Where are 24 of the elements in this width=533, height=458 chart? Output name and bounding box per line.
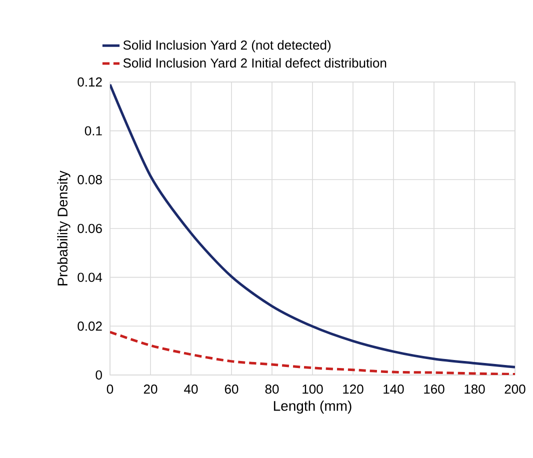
y-tick-label: 0.08 — [78, 175, 102, 184]
y-tick-label: 0.06 — [78, 224, 102, 234]
x-tick-label: 40 — [184, 384, 198, 394]
y-tick-label: 0.12 — [78, 77, 102, 87]
x-tick-label: 60 — [224, 384, 238, 394]
line-series — [110, 83, 515, 368]
y-tick-label: 0.02 — [78, 322, 102, 331]
y-tick-label: 0.1 — [84, 126, 102, 136]
y-tick-label: 0.04 — [78, 272, 102, 282]
x-tick-label: 100 — [302, 384, 323, 394]
legend-label: Solid Inclusion Yard 2 (not detected) — [123, 40, 331, 52]
legend-label: Solid Inclusion Yard 2 Initial defect distribution — [123, 58, 386, 68]
x-tick-label: 180 — [464, 384, 485, 394]
x-tick-label: 0 — [106, 384, 114, 394]
x-tick-label: 160 — [424, 384, 444, 394]
x-tick-label: 140 — [384, 384, 404, 394]
x-tick-label: 20 — [144, 384, 158, 394]
x-tick-label: 200 — [504, 384, 526, 394]
x-tick-label: 120 — [343, 384, 364, 394]
x-tick-label: 80 — [265, 384, 279, 394]
x-axis-title: Length (mm) — [274, 400, 352, 414]
y-tick-label: 0 — [96, 370, 102, 380]
line-series — [110, 330, 515, 375]
y-axis-title: Probability Density — [57, 170, 70, 286]
